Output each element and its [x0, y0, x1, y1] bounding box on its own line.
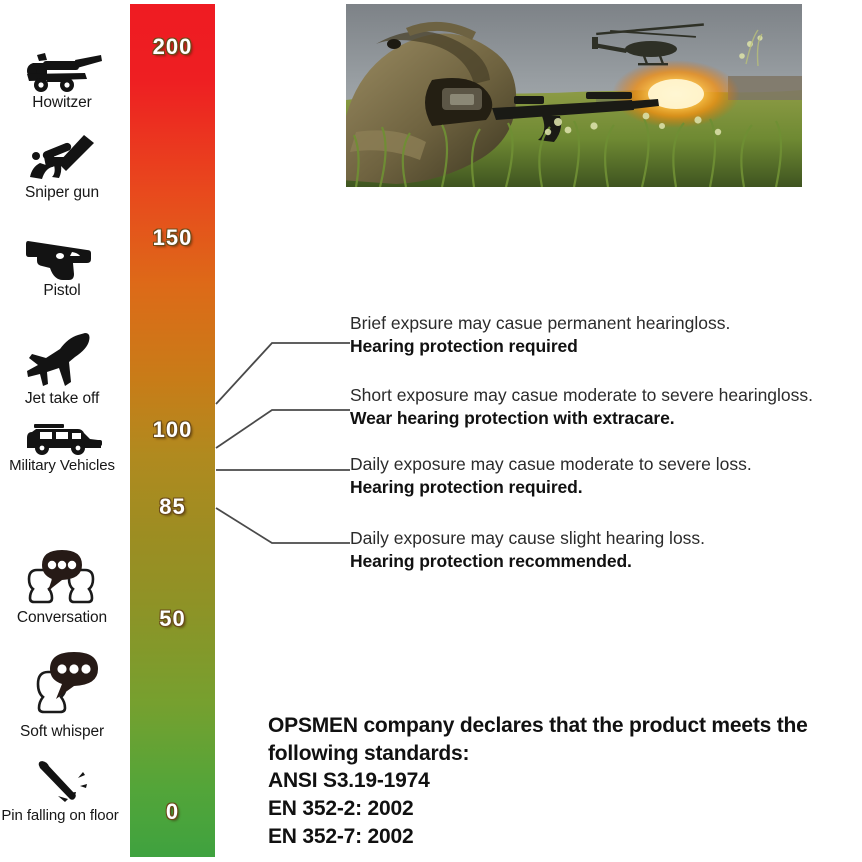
standards-en-352-2: EN 352-2: 2002 — [268, 797, 414, 821]
source-label-sniper-gun: Sniper gun — [25, 184, 99, 201]
standards-line-2: following standards: — [268, 741, 470, 765]
scale-tick-100: 100 — [152, 417, 193, 442]
combat-photo — [346, 4, 802, 187]
howitzer-icon — [19, 49, 105, 93]
callout-1-description: Brief expsure may casue permanent hearin… — [350, 313, 731, 333]
callout-1-action: Hearing protection required — [350, 336, 578, 357]
scale-tick-50: 50 — [159, 606, 186, 631]
source-item-soft-whisper: Soft whisper — [0, 645, 124, 741]
source-label-pistol: Pistol — [43, 282, 81, 299]
leader-line-2 — [215, 409, 350, 449]
source-item-military-vehicles: Military Vehicles — [0, 416, 124, 474]
source-label-jet-take-off: Jet take off — [24, 390, 100, 407]
scale-tick-200: 200 — [152, 34, 193, 59]
noise-source-list: Howitzer Sniper gun — [0, 0, 124, 862]
source-item-pistol: Pistol — [0, 222, 124, 300]
conversation-icon — [23, 548, 101, 608]
scale-tick-150: 150 — [152, 225, 193, 250]
callout-4-description: Daily exposure may cause slight hearing … — [350, 528, 706, 548]
callout-3: Daily exposure may casue moderate to sev… — [350, 453, 862, 499]
callout-2-action: Wear hearing protection with extracare. — [350, 408, 675, 429]
leader-line-4 — [215, 507, 350, 544]
standards-ansi: ANSI S3.19-1974 — [268, 769, 430, 793]
pistol-icon — [20, 231, 104, 281]
callout-4-action: Hearing protection recommended. — [350, 551, 632, 572]
source-label-conversation: Conversation — [16, 609, 108, 626]
callout-2-description: Short exposure may casue moderate to sev… — [350, 385, 814, 405]
callout-1: Brief expsure may casue permanent hearin… — [350, 312, 862, 358]
source-item-pin-falling-on-floor: Pin falling on floor — [0, 758, 124, 824]
source-label-soft-whisper: Soft whisper — [19, 723, 105, 740]
standards-en-352-7: EN 352-7: 2002 — [268, 824, 414, 848]
standards-declaration: OPSMEN company declares that the product… — [268, 712, 862, 851]
source-label-howitzer: Howitzer — [32, 94, 92, 111]
jet-aircraft-icon — [23, 331, 101, 389]
scale-tick-0: 0 — [165, 799, 180, 824]
callout-3-action: Hearing protection required. — [350, 477, 583, 498]
callout-4: Daily exposure may cause slight hearing … — [350, 527, 862, 573]
falling-pin-icon — [24, 760, 100, 806]
leader-line-1 — [215, 342, 350, 405]
source-item-conversation: Conversation — [0, 545, 124, 627]
scale-tick-85: 85 — [159, 494, 186, 519]
source-item-sniper-gun: Sniper gun — [0, 122, 124, 202]
noise-level-gradient-bar — [130, 4, 215, 857]
source-label-military-vehicles: Military Vehicles — [9, 457, 115, 474]
speech-bubble-icon — [22, 650, 102, 722]
callout-2: Short exposure may casue moderate to sev… — [350, 384, 862, 430]
source-label-pin-falling-on-floor: Pin falling on floor — [1, 807, 119, 824]
sniper-rifle-icon — [20, 131, 104, 183]
military-vehicle-icon — [20, 422, 104, 456]
source-item-howitzer: Howitzer — [0, 40, 124, 112]
standards-line-1: OPSMEN company declares that the product… — [268, 714, 808, 737]
source-item-jet-take-off: Jet take off — [0, 320, 124, 408]
callout-3-description: Daily exposure may casue moderate to sev… — [350, 454, 752, 474]
